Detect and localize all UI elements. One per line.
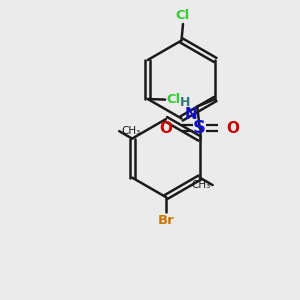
Text: H: H <box>179 96 190 110</box>
Text: S: S <box>193 119 206 137</box>
Text: Cl: Cl <box>176 10 190 22</box>
Text: Br: Br <box>158 214 174 227</box>
Text: O: O <box>160 121 173 136</box>
Text: Cl: Cl <box>166 93 181 106</box>
Text: CH₃: CH₃ <box>122 126 141 136</box>
Text: N: N <box>185 107 198 122</box>
Text: CH₃: CH₃ <box>191 180 210 190</box>
Text: O: O <box>227 121 240 136</box>
